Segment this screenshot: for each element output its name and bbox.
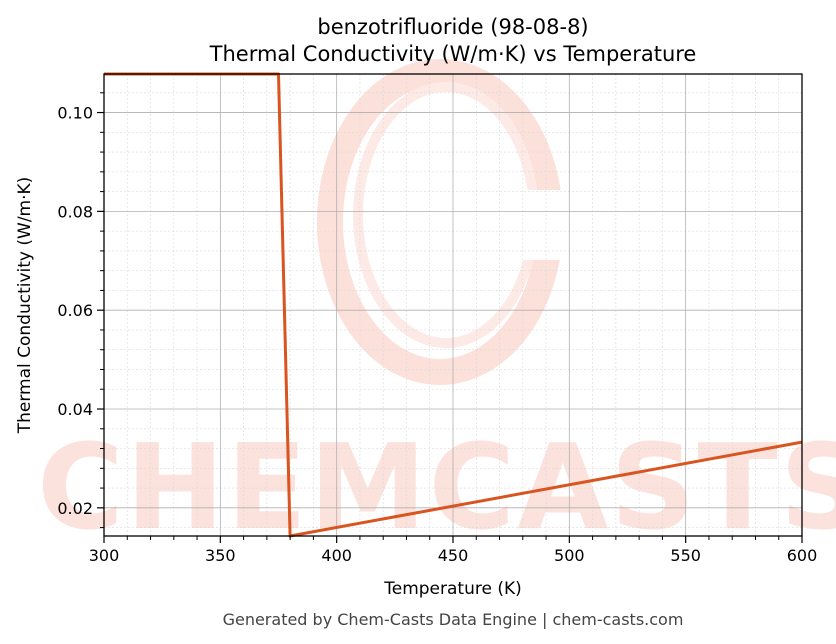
x-tick-label: 550 bbox=[670, 546, 701, 565]
footer-credit: Generated by Chem-Casts Data Engine | ch… bbox=[223, 610, 684, 629]
chart-title: benzotrifluoride (98-08-8) bbox=[317, 15, 588, 39]
chemcasts-watermark: CHEMCASTS bbox=[37, 59, 836, 556]
major-grid bbox=[104, 74, 802, 536]
y-tick-label: 0.06 bbox=[57, 301, 93, 320]
watermark-text: CHEMCASTS bbox=[37, 418, 836, 556]
y-tick-label: 0.04 bbox=[57, 400, 93, 419]
y-tick-label: 0.10 bbox=[57, 104, 93, 123]
y-tick-label: 0.02 bbox=[57, 499, 93, 518]
x-tick-label: 400 bbox=[321, 546, 352, 565]
x-axis-label: Temperature (K) bbox=[383, 579, 522, 599]
x-tick-label: 450 bbox=[438, 546, 469, 565]
x-tick-label: 500 bbox=[554, 546, 585, 565]
watermark-logo-swirl bbox=[317, 59, 580, 385]
x-tick-label: 300 bbox=[89, 546, 120, 565]
x-axis-ticks: 300 350 400 450 500 550 600 bbox=[89, 536, 818, 565]
chart-subtitle: Thermal Conductivity (W/m·K) vs Temperat… bbox=[209, 42, 697, 66]
y-axis-label: Thermal Conductivity (W/m·K) bbox=[15, 177, 35, 435]
x-tick-label: 600 bbox=[787, 546, 818, 565]
x-tick-label: 350 bbox=[205, 546, 236, 565]
y-tick-label: 0.08 bbox=[57, 202, 93, 221]
y-axis-ticks: 0.02 0.04 0.06 0.08 0.10 bbox=[57, 92, 104, 529]
